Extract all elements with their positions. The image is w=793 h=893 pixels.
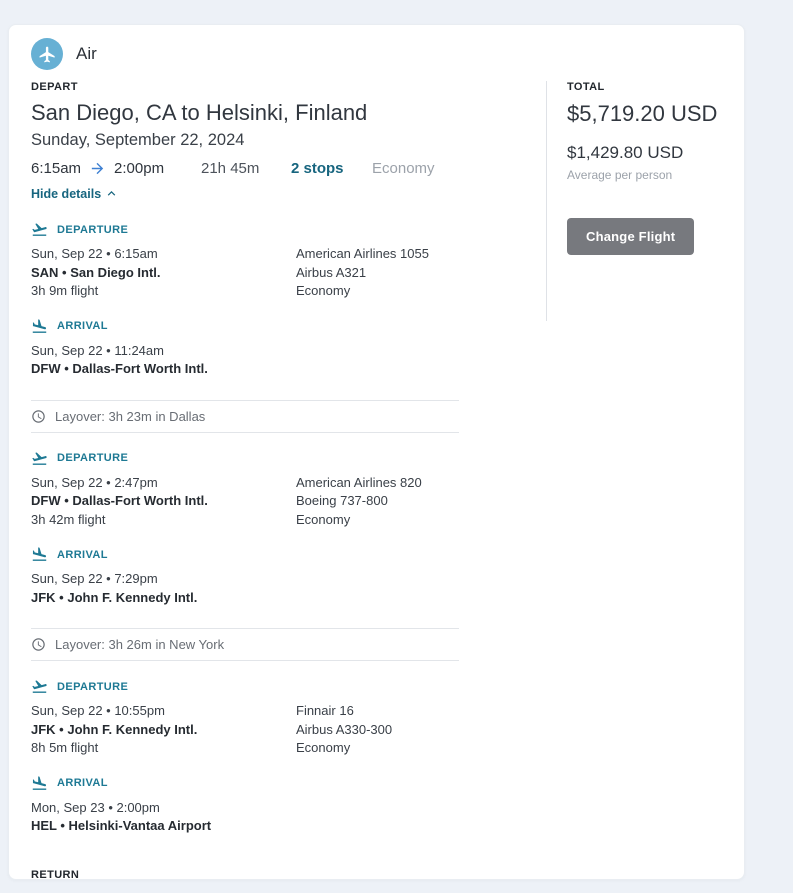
flight-duration: 3h 9m flight	[31, 283, 99, 298]
vertical-divider	[546, 81, 547, 321]
departure-datetime: Sun, Sep 22 • 10:55pm	[31, 703, 165, 718]
depart-times: 6:15am 2:00pm	[31, 160, 201, 177]
arrival-datetime: Sun, Sep 22 • 11:24am	[31, 342, 164, 358]
layover-row: Layover: 3h 26m in New York	[31, 628, 459, 661]
layover-text: Layover: 3h 23m in Dallas	[55, 408, 206, 424]
depart-cabin: Economy	[372, 160, 435, 177]
arrival-airport: JFK • John F. Kennedy Intl.	[31, 589, 198, 605]
aircraft-type: Airbus A321	[296, 264, 367, 280]
depart-section: DEPART San Diego, CA to Helsinki, Finlan…	[31, 81, 546, 201]
depart-route-title: San Diego, CA to Helsinki, Finland	[31, 100, 368, 125]
departure-airport: DFW • Dallas-Fort Worth Intl.	[31, 493, 208, 508]
change-flight-button[interactable]: Change Flight	[567, 218, 695, 255]
departure-datetime: Sun, Sep 22 • 6:15am	[31, 246, 158, 261]
clock-icon	[31, 409, 46, 424]
airline-flight-number: American Airlines 1055	[296, 246, 429, 261]
layover-text: Layover: 3h 26m in New York	[55, 637, 225, 652]
per-person-note: Average per person	[567, 168, 673, 182]
depart-duration: 21h 45m	[201, 160, 260, 177]
depart-summary-row: 6:15am 2:00pm 21h 45m 2 stops Economy	[31, 160, 546, 177]
arrival-heading: ARRIVAL	[31, 318, 546, 335]
arrival-heading: ARRIVAL	[31, 546, 546, 563]
flight-takeoff-icon	[31, 678, 48, 695]
cabin-class: Economy	[296, 511, 351, 527]
airline-flight-number: American Airlines 820	[296, 474, 422, 490]
arrival-datetime: Sun, Sep 22 • 7:29pm	[31, 571, 158, 586]
arrival-heading-label: ARRIVAL	[57, 548, 108, 561]
depart-time: 6:15am	[31, 160, 82, 177]
per-person-amount: $1,429.80 USD	[567, 143, 684, 162]
departure-heading: DEPARTURE	[31, 450, 546, 467]
air-section-header: Air	[31, 37, 744, 71]
cabin-class: Economy	[296, 283, 351, 298]
flight-duration: 3h 42m flight	[31, 511, 106, 527]
depart-date: Sunday, September 22, 2024	[31, 131, 245, 149]
airplane-icon	[31, 38, 63, 70]
hide-details-label: Hide details	[31, 186, 102, 201]
chevron-up-icon	[104, 186, 119, 201]
aircraft-type: Airbus A330-300	[296, 721, 393, 737]
departure-heading: DEPARTURE	[31, 221, 546, 238]
clock-icon	[31, 637, 46, 652]
flight-leg: DEPARTURE Sun, Sep 22 • 2:47pm DFW • Dal…	[31, 450, 546, 608]
flight-duration: 8h 5m flight	[31, 740, 99, 755]
flight-legs: DEPARTURE Sun, Sep 22 • 6:15am SAN • San…	[31, 221, 546, 836]
departure-heading: DEPARTURE	[31, 678, 546, 695]
arrival-heading-label: ARRIVAL	[57, 777, 108, 789]
cabin-class: Economy	[296, 740, 351, 755]
layover-row: Layover: 3h 23m in Dallas	[31, 399, 459, 433]
itinerary-column: DEPART San Diego, CA to Helsinki, Finlan…	[31, 81, 546, 880]
flight-land-icon	[31, 775, 48, 792]
flight-land-icon	[31, 546, 48, 563]
flight-leg: DEPARTURE Sun, Sep 22 • 10:55pm JFK • Jo…	[31, 678, 546, 836]
departure-heading-label: DEPARTURE	[57, 223, 129, 236]
departure-heading-label: DEPARTURE	[57, 680, 129, 693]
hide-details-toggle[interactable]: Hide details	[31, 186, 119, 201]
flight-takeoff-icon	[31, 221, 48, 238]
airline-flight-number: Finnair 16	[296, 703, 354, 718]
arrive-time: 2:00pm	[114, 160, 165, 177]
departure-airport: SAN • San Diego Intl.	[31, 264, 161, 280]
return-section: RETURN Helsinki, Finland to San Diego, C…	[31, 868, 546, 880]
arrival-heading: ARRIVAL	[31, 775, 546, 792]
return-label: RETURN	[31, 868, 80, 880]
aircraft-type: Boeing 737-800	[296, 493, 388, 508]
depart-label: DEPART	[31, 81, 78, 93]
arrival-airport: DFW • Dallas-Fort Worth Intl.	[31, 361, 208, 376]
flight-leg: DEPARTURE Sun, Sep 22 • 6:15am SAN • San…	[31, 221, 546, 379]
air-itinerary-card: Air DEPART San Diego, CA to Helsinki, Fi…	[8, 24, 745, 880]
arrival-airport: HEL • Helsinki-Vantaa Airport	[31, 818, 212, 833]
departure-heading-label: DEPARTURE	[57, 452, 129, 464]
flight-land-icon	[31, 318, 48, 335]
arrival-datetime: Mon, Sep 23 • 2:00pm	[31, 799, 160, 815]
departure-datetime: Sun, Sep 22 • 2:47pm	[31, 474, 158, 490]
total-amount: $5,719.20 USD	[567, 101, 718, 126]
arrival-heading-label: ARRIVAL	[57, 320, 108, 332]
arrow-right-icon	[89, 160, 106, 177]
section-title: Air	[76, 44, 97, 63]
depart-stops: 2 stops	[291, 160, 344, 177]
total-column: TOTAL $5,719.20 USD $1,429.80 USD Averag…	[547, 81, 744, 879]
total-label: TOTAL	[567, 81, 605, 93]
departure-airport: JFK • John F. Kennedy Intl.	[31, 721, 198, 737]
flight-takeoff-icon	[31, 450, 48, 467]
